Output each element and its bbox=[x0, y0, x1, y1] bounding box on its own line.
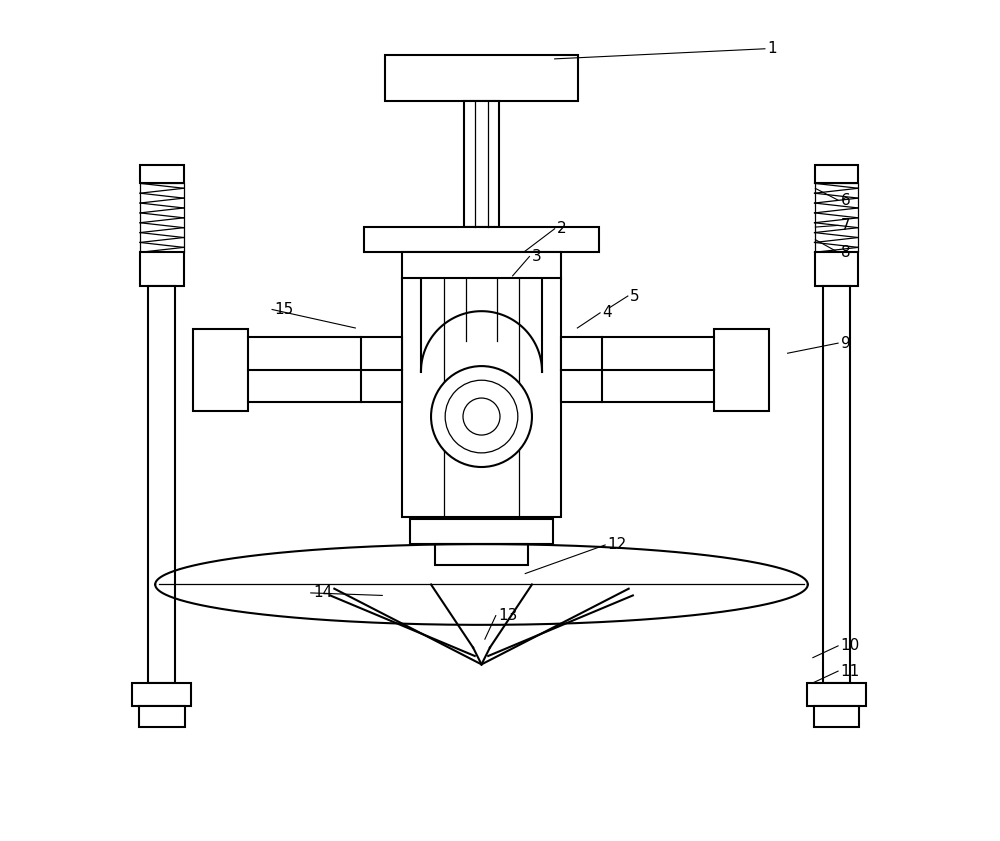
Text: 5: 5 bbox=[630, 288, 640, 304]
Bar bbox=[402, 252, 561, 279]
Text: 9: 9 bbox=[841, 336, 850, 351]
Circle shape bbox=[445, 380, 518, 452]
Bar bbox=[148, 286, 175, 683]
Text: 13: 13 bbox=[498, 608, 518, 623]
Bar bbox=[410, 519, 553, 544]
Circle shape bbox=[431, 366, 532, 467]
Bar bbox=[435, 544, 528, 565]
Text: 14: 14 bbox=[313, 585, 333, 600]
Bar bbox=[402, 278, 561, 517]
Bar bbox=[140, 165, 184, 183]
Text: 11: 11 bbox=[841, 664, 860, 679]
Bar bbox=[361, 337, 402, 402]
Bar bbox=[132, 683, 191, 706]
Bar bbox=[823, 286, 850, 683]
Text: 15: 15 bbox=[275, 302, 294, 317]
Bar bbox=[815, 183, 858, 252]
Bar bbox=[807, 683, 866, 706]
Bar bbox=[140, 252, 184, 286]
Bar bbox=[364, 227, 599, 252]
Bar bbox=[385, 55, 578, 101]
Text: 3: 3 bbox=[532, 249, 542, 264]
Text: 1: 1 bbox=[767, 41, 777, 56]
Bar bbox=[139, 706, 185, 727]
Bar bbox=[193, 329, 248, 410]
Circle shape bbox=[463, 398, 500, 435]
Text: 4: 4 bbox=[603, 305, 612, 320]
Text: 7: 7 bbox=[841, 218, 850, 233]
Bar bbox=[561, 337, 602, 402]
Bar bbox=[464, 101, 499, 227]
Bar bbox=[815, 165, 858, 183]
Bar bbox=[815, 252, 858, 286]
Text: 8: 8 bbox=[841, 245, 850, 260]
Text: 10: 10 bbox=[841, 638, 860, 653]
Bar bbox=[814, 706, 859, 727]
Text: 2: 2 bbox=[557, 221, 567, 236]
Bar bbox=[714, 329, 769, 410]
Text: 6: 6 bbox=[841, 193, 850, 208]
Bar bbox=[140, 183, 184, 252]
Text: 12: 12 bbox=[608, 537, 627, 553]
